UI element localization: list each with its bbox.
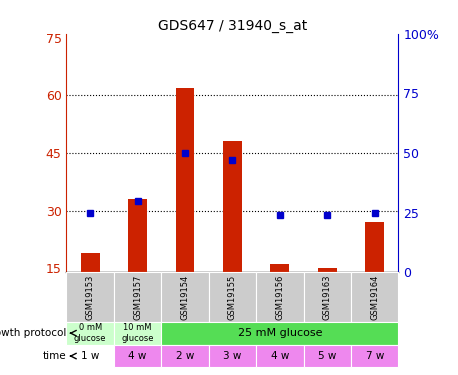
Bar	[114, 345, 161, 368]
Bar	[270, 264, 289, 272]
Title: GDS647 / 31940_s_at: GDS647 / 31940_s_at	[158, 19, 307, 33]
Bar	[304, 272, 351, 322]
Bar	[66, 322, 114, 345]
Text: GSM19156: GSM19156	[275, 274, 284, 320]
Bar	[128, 199, 147, 272]
Text: GSM19155: GSM19155	[228, 274, 237, 320]
Bar	[114, 322, 161, 345]
Text: 4 w: 4 w	[128, 351, 147, 361]
Bar	[81, 253, 99, 272]
Text: 3 w: 3 w	[223, 351, 242, 361]
Text: 0 mM
glucose: 0 mM glucose	[74, 324, 106, 343]
Text: 1 w: 1 w	[81, 351, 99, 361]
Text: 4 w: 4 w	[271, 351, 289, 361]
Text: GSM19157: GSM19157	[133, 274, 142, 320]
Bar	[256, 345, 304, 368]
Text: GSM19153: GSM19153	[86, 274, 95, 320]
Bar	[66, 272, 114, 322]
Bar	[66, 345, 114, 368]
Text: 25 mM glucose: 25 mM glucose	[238, 328, 322, 338]
Bar	[351, 345, 398, 368]
Text: growth protocol: growth protocol	[0, 328, 66, 338]
Bar	[161, 345, 209, 368]
Bar	[304, 345, 351, 368]
Bar	[209, 272, 256, 322]
Text: 2 w: 2 w	[176, 351, 194, 361]
Text: 7 w: 7 w	[365, 351, 384, 361]
Bar	[161, 272, 209, 322]
Text: 5 w: 5 w	[318, 351, 337, 361]
Bar	[318, 268, 337, 272]
Text: 10 mM
glucose: 10 mM glucose	[121, 324, 154, 343]
Bar	[161, 322, 398, 345]
Bar	[114, 272, 161, 322]
Text: time: time	[43, 351, 66, 361]
Text: GSM19154: GSM19154	[180, 274, 190, 320]
Bar	[223, 141, 242, 272]
Bar	[351, 272, 398, 322]
Bar	[365, 222, 384, 272]
Bar	[209, 345, 256, 368]
Bar	[175, 88, 195, 272]
Bar	[256, 272, 304, 322]
Text: GSM19164: GSM19164	[370, 274, 379, 320]
Text: GSM19163: GSM19163	[323, 274, 332, 320]
